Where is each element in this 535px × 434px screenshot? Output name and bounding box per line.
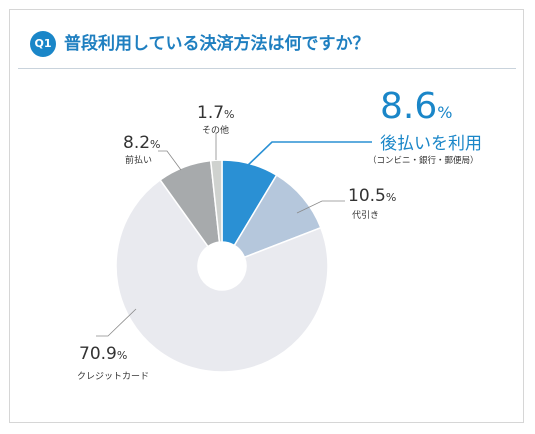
label-maebarai: 8.2%	[123, 133, 161, 153]
name-credit: クレジットカード	[77, 372, 150, 382]
pct-daibiki: 10.5	[348, 186, 386, 206]
leader-line-atobarai	[244, 141, 372, 169]
slice-daibiki	[233, 174, 322, 259]
unit-maebarai: %	[150, 138, 161, 151]
unit-other: %	[224, 108, 235, 121]
question-badge: Q1	[30, 31, 56, 57]
pct-other: 1.7	[197, 103, 225, 123]
label-other: 1.7%	[197, 103, 235, 123]
slice-other	[209, 159, 223, 243]
pct-credit: 70.9	[79, 344, 117, 364]
name-other: その他	[202, 126, 230, 136]
unit-credit: %	[116, 349, 128, 362]
slice-credit	[115, 178, 329, 373]
label-daibiki: 10.5%	[348, 186, 396, 206]
leader-line-credit	[96, 308, 137, 337]
question-header	[18, 22, 516, 69]
unit-daibiki: %	[385, 191, 397, 204]
question-title: 普段利用している決済方法は何ですか？	[64, 34, 370, 54]
pct-atobarai: 8.6%	[380, 86, 453, 127]
leader-line-daibiki	[296, 200, 345, 214]
name-maebarai: 前払い	[125, 156, 153, 166]
name-daibiki: 代引き	[352, 211, 380, 221]
name-atobarai: 後払いを利用	[380, 134, 482, 154]
label-credit: 70.9%	[79, 344, 127, 364]
note-atobarai: （コンビニ・銀行・郵便局）	[368, 156, 479, 166]
leader-line-maebarai	[158, 150, 182, 171]
pct-maebarai: 8.2	[123, 133, 151, 153]
